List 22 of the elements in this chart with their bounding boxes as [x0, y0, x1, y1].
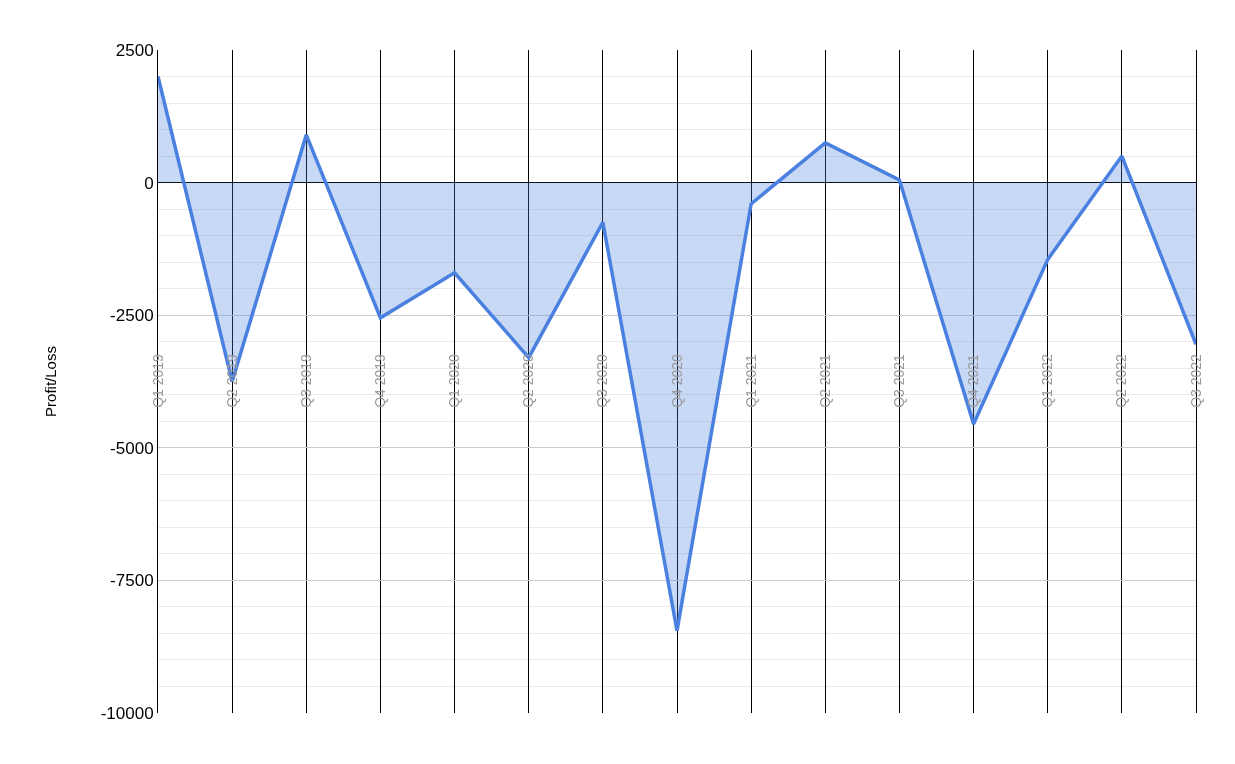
- x-tick-label: Q3 2020: [594, 353, 611, 408]
- x-tick-label: Q3 2019: [297, 353, 314, 408]
- x-tick-label: Q1 2019: [149, 353, 166, 408]
- x-tick-label: Q2 2022: [1113, 353, 1130, 408]
- x-tick-label: Q2 2019: [223, 353, 240, 408]
- y-tick-label: -2500: [110, 306, 154, 326]
- y-axis-title: Profit/Loss: [41, 346, 59, 417]
- x-tick-label: Q4 2021: [965, 353, 982, 408]
- x-tick-label: Q4 2019: [371, 353, 388, 408]
- x-tick-label: Q3 2022: [1187, 353, 1204, 408]
- x-tick-label: Q4 2020: [668, 353, 685, 408]
- y-tick-label: -7500: [110, 571, 154, 591]
- x-tick-label: Q1 2022: [1039, 353, 1056, 408]
- x-tick-label: Q2 2021: [816, 353, 833, 408]
- x-tick-label: Q1 2021: [742, 353, 759, 408]
- y-tick-label: 0: [144, 173, 154, 193]
- x-tick-label: Q1 2020: [446, 353, 463, 408]
- x-tick-label: Q3 2021: [890, 353, 907, 408]
- y-tick-label: -5000: [110, 438, 154, 458]
- x-tick-label: Q2 2020: [520, 353, 537, 408]
- y-tick-label: 2500: [115, 40, 154, 60]
- y-tick-label: -10000: [100, 703, 154, 723]
